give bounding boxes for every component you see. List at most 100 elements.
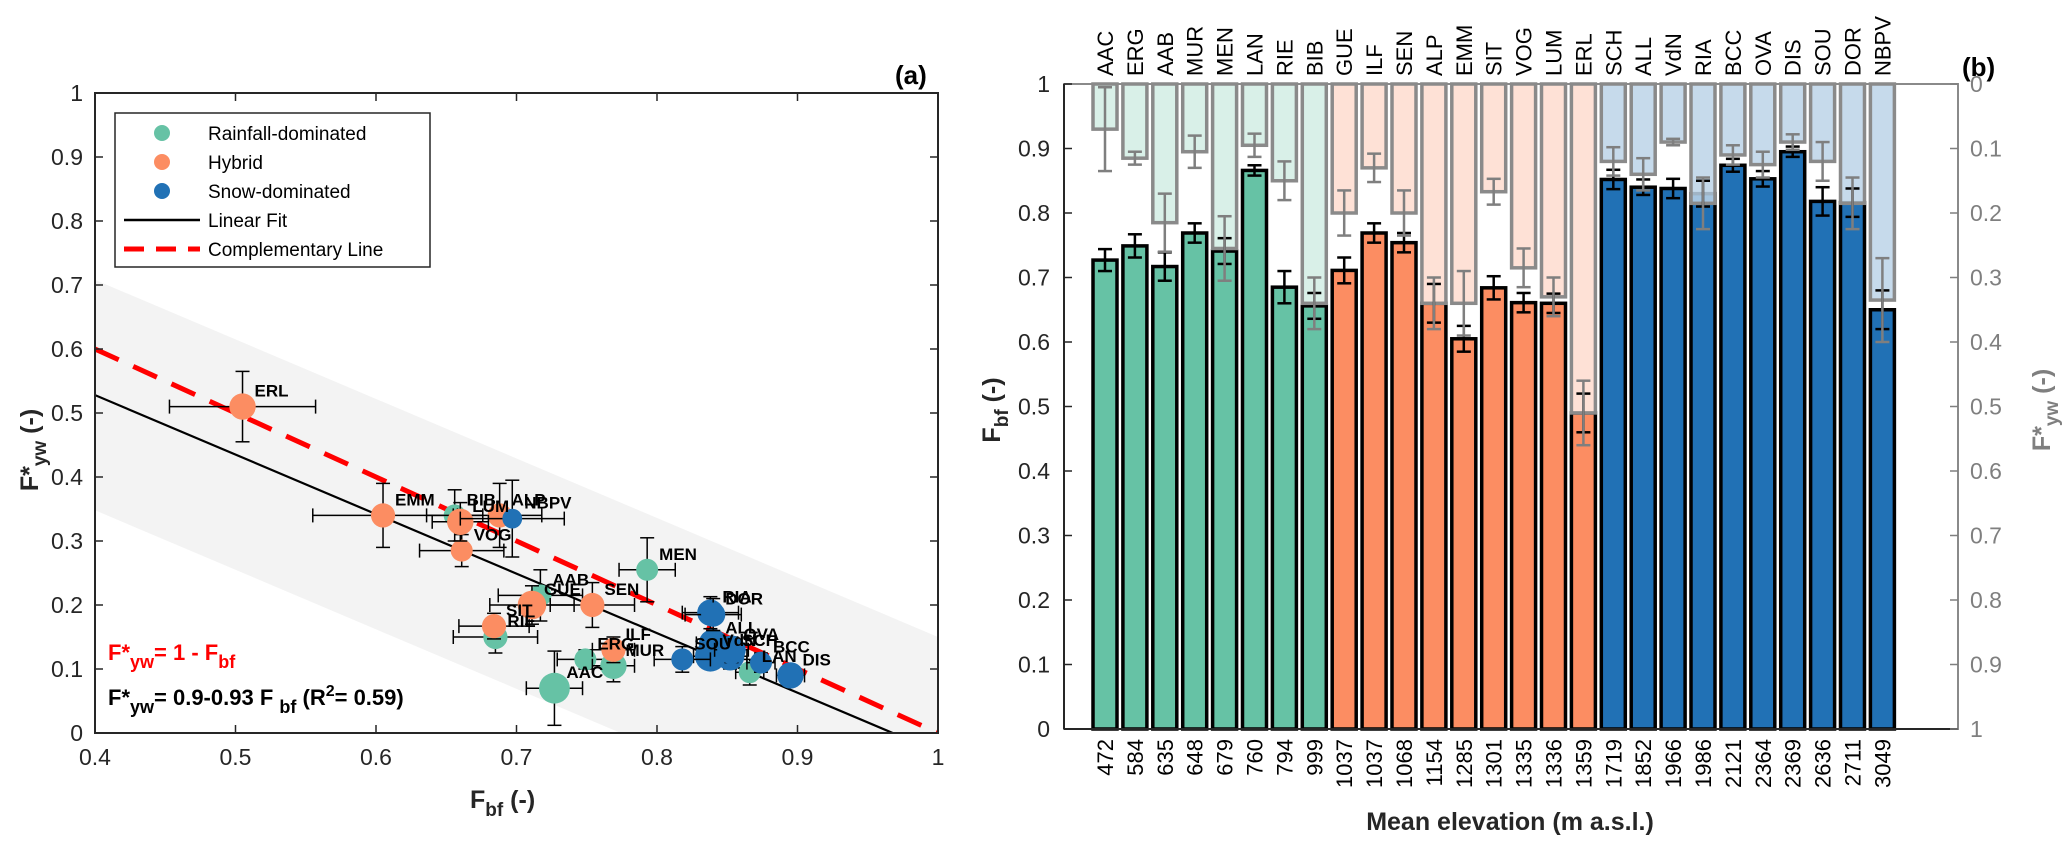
catchment-label: BCC (1721, 29, 1746, 76)
x-tick-label: 0.5 (220, 744, 252, 770)
catchment-label: MUR (1183, 26, 1208, 76)
catchment-label: SCH (1601, 30, 1626, 76)
bar-group-ERL (1569, 82, 1598, 731)
point-label: ALP (512, 490, 546, 509)
bar-group-LAN (1240, 82, 1269, 731)
legend-label: Rainfall-dominated (208, 124, 366, 145)
x-tick-label: 0.9 (782, 744, 814, 770)
right-y-tick-label: 0.1 (1970, 136, 2002, 162)
catchment-label: ALP (1422, 34, 1447, 76)
legend-item: Hybrid (154, 153, 263, 174)
panel-b-x-axis-title: Mean elevation (m a.s.l.) (1366, 808, 1654, 836)
catchment-label: VdN (1661, 33, 1686, 76)
point-label: ILF (625, 625, 651, 644)
catchment-label: MEN (1213, 27, 1238, 76)
left-y-tick-label: 0.4 (1018, 458, 1050, 484)
point-label: LAN (762, 647, 797, 666)
bar-group-VOG (1509, 82, 1538, 731)
point-label: EMM (395, 490, 435, 509)
bar-group-RIE (1270, 82, 1299, 731)
point-label: AAC (566, 663, 603, 682)
bar-group-ALL (1629, 82, 1657, 731)
panel-a-x-axis-title: Fbf (-) (470, 786, 535, 821)
fbf-bar (1838, 200, 1867, 731)
fbf-bar (1778, 149, 1807, 731)
point-label: SCH (742, 631, 778, 650)
y-tick-label: 0.1 (51, 656, 83, 682)
legend-marker (154, 154, 170, 170)
bar-group-DOR (1838, 82, 1867, 731)
legend-item: Snow-dominated (154, 182, 351, 203)
bar-group-BIB (1300, 82, 1329, 731)
x-tick-label: 1 (932, 744, 945, 770)
catchment-label: ILF (1362, 44, 1387, 76)
y-tick-label: 0.4 (51, 464, 83, 490)
legend-item: Complementary Line (124, 240, 383, 261)
fbf-bar (1121, 244, 1149, 731)
catchment-label: VOG (1512, 27, 1537, 76)
y-tick-label: 0.5 (51, 400, 83, 426)
fbf-bar (1300, 304, 1329, 731)
point-label: VOG (474, 526, 512, 545)
fbf-bar (1091, 258, 1119, 731)
elevation-label: 1285 (1452, 739, 1477, 788)
point-label: NBPV (524, 494, 572, 513)
catchment-label: AAC (1093, 31, 1118, 76)
data-point-OVA (713, 635, 750, 665)
elevation-label: 679 (1213, 739, 1238, 776)
data-point-BCC (746, 651, 776, 674)
fbf-bar (1539, 301, 1568, 731)
catchment-label: ERL (1571, 33, 1596, 76)
data-point-EMM (312, 482, 455, 549)
fbf-bar (1599, 177, 1628, 731)
marker-snow (502, 508, 523, 529)
bar-group-SCH (1599, 82, 1628, 731)
bar-group-EMM (1450, 82, 1478, 731)
bar-group-GUE (1330, 82, 1358, 731)
data-point-MEN (618, 537, 677, 603)
right-y-tick-label: 0.2 (1970, 200, 2002, 226)
bar-group-SOU (1808, 82, 1837, 731)
bar-group-ALP (1420, 82, 1448, 731)
fyw-bar (1659, 82, 1687, 144)
point-label: SOU (694, 634, 731, 653)
x-tick-label: 0.7 (501, 744, 533, 770)
point-label: ERL (255, 382, 289, 401)
left-y-tick-label: 0.6 (1018, 329, 1050, 355)
point-label: OVA (743, 625, 779, 644)
panel-b-bars: 0 0 0.1 0.1 0.2 0.2 0.3 0.3 0.4 0.4 0.5 0.5 0.6 0.6 0.… (978, 16, 2063, 836)
bar-group-RIA (1689, 82, 1717, 731)
y-tick-label: 0 (70, 720, 83, 746)
bar-group-AAC (1091, 82, 1119, 731)
legend-marker (154, 125, 170, 141)
marker-hybrid (370, 503, 396, 528)
elevation-label: 2121 (1721, 739, 1746, 788)
marker-rain (574, 648, 597, 671)
marker-snow (671, 648, 694, 671)
point-label: ALL (725, 618, 758, 637)
right-y-tick-label: 0.9 (1970, 652, 2002, 678)
bar-group-SIT (1479, 82, 1508, 731)
fbf-bar (1689, 191, 1717, 731)
elevation-label: 999 (1302, 739, 1327, 776)
catchment-label: EMM (1452, 25, 1477, 76)
fbf-bar (1240, 168, 1269, 731)
left-y-tick-label: 0.9 (1018, 136, 1050, 162)
bar-group-LUM (1539, 82, 1568, 731)
panel-b-label: (b) (1962, 52, 1995, 82)
elevation-label: 472 (1093, 739, 1118, 776)
fbf-bar (1330, 268, 1358, 731)
data-point-AAC (525, 650, 584, 727)
catchment-label: SOU (1811, 28, 1836, 76)
catchment-label: RIA (1691, 39, 1716, 76)
right-y-tick-label: 0.4 (1970, 329, 2002, 355)
catchment-label: SIT (1482, 42, 1507, 76)
elevation-label: 584 (1123, 739, 1148, 776)
bar-group-ILF (1360, 82, 1388, 731)
bar-group-MEN (1210, 82, 1239, 731)
point-label: SIT (506, 601, 533, 620)
point-label: MUR (625, 641, 664, 660)
fbf-bar (1390, 240, 1418, 731)
legend-marker (154, 183, 170, 199)
point-label: AAB (552, 570, 589, 589)
